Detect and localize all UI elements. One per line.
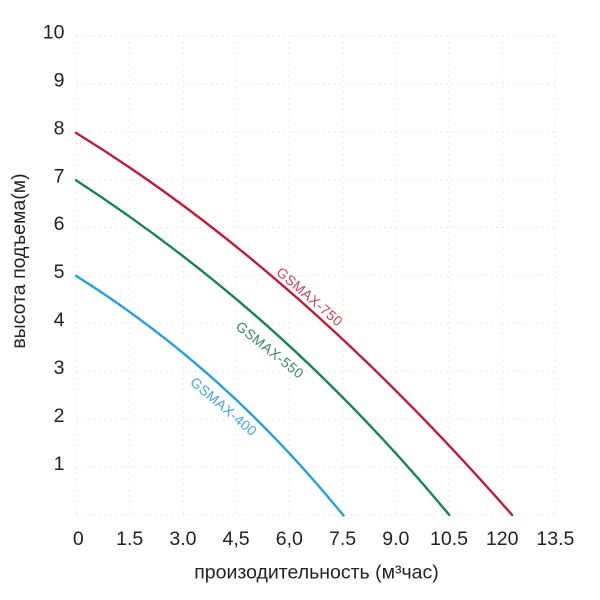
svg-text:произодительность (м³час): произодительность (м³час) <box>194 562 439 584</box>
svg-text:высота подъема(м): высота подъема(м) <box>8 173 30 348</box>
svg-text:7.5: 7.5 <box>329 528 356 550</box>
svg-text:1: 1 <box>54 453 65 475</box>
svg-text:GSMAX-400: GSMAX-400 <box>187 374 260 439</box>
svg-text:4: 4 <box>54 309 65 331</box>
svg-text:1.5: 1.5 <box>116 528 143 550</box>
svg-text:GSMAX-750: GSMAX-750 <box>273 264 346 330</box>
svg-text:3: 3 <box>54 357 65 379</box>
svg-text:4,5: 4,5 <box>223 528 250 550</box>
svg-text:120: 120 <box>486 528 519 550</box>
svg-text:9: 9 <box>54 69 65 91</box>
svg-text:0: 0 <box>73 528 84 550</box>
svg-text:6: 6 <box>54 213 65 235</box>
svg-text:6,0: 6,0 <box>276 528 303 550</box>
svg-text:5: 5 <box>54 261 65 283</box>
svg-text:2: 2 <box>54 405 65 427</box>
svg-text:9.0: 9.0 <box>382 528 409 550</box>
svg-text:7: 7 <box>54 165 65 187</box>
svg-text:8: 8 <box>54 117 65 139</box>
svg-text:13.5: 13.5 <box>536 528 574 550</box>
svg-text:10: 10 <box>43 22 65 44</box>
svg-text:10.5: 10.5 <box>430 528 468 550</box>
svg-text:3.0: 3.0 <box>169 528 196 550</box>
